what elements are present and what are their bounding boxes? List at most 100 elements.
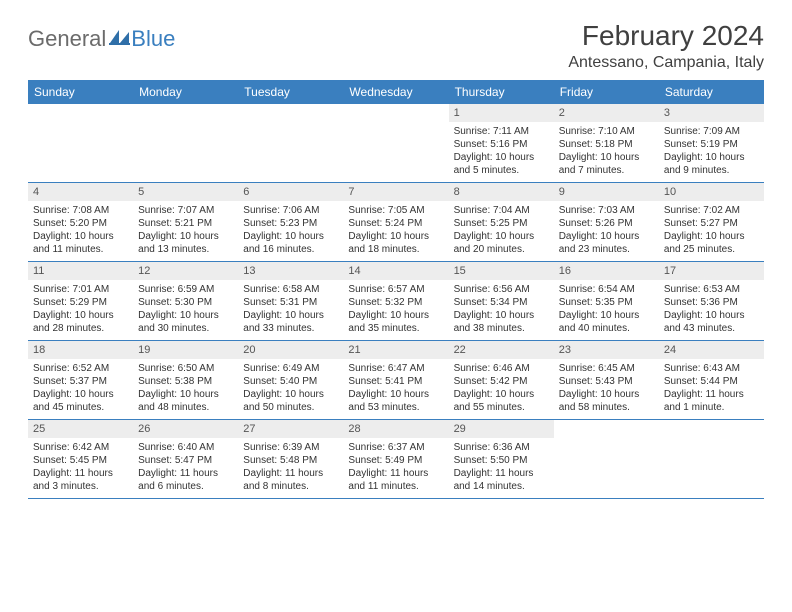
sunset-line: Sunset: 5:45 PM bbox=[33, 454, 128, 467]
day-number: 7 bbox=[343, 183, 448, 201]
day-number: 22 bbox=[449, 341, 554, 359]
day-content: Sunrise: 6:39 AMSunset: 5:48 PMDaylight:… bbox=[238, 438, 343, 497]
sunrise-line: Sunrise: 6:37 AM bbox=[348, 441, 443, 454]
calendar-day-cell: 3Sunrise: 7:09 AMSunset: 5:19 PMDaylight… bbox=[659, 104, 764, 182]
daylight-line: Daylight: 10 hours and 5 minutes. bbox=[454, 151, 549, 177]
day-content: Sunrise: 7:05 AMSunset: 5:24 PMDaylight:… bbox=[343, 201, 448, 260]
sunset-line: Sunset: 5:38 PM bbox=[138, 375, 233, 388]
daylight-line: Daylight: 10 hours and 13 minutes. bbox=[138, 230, 233, 256]
sunrise-line: Sunrise: 6:57 AM bbox=[348, 283, 443, 296]
day-content: Sunrise: 6:50 AMSunset: 5:38 PMDaylight:… bbox=[133, 359, 238, 418]
title-block: February 2024 Antessano, Campania, Italy bbox=[568, 20, 764, 72]
calendar-grid: SundayMondayTuesdayWednesdayThursdayFrid… bbox=[28, 80, 764, 499]
day-content: Sunrise: 7:08 AMSunset: 5:20 PMDaylight:… bbox=[28, 201, 133, 260]
sunrise-line: Sunrise: 7:05 AM bbox=[348, 204, 443, 217]
sunrise-line: Sunrise: 7:10 AM bbox=[559, 125, 654, 138]
day-content: Sunrise: 7:01 AMSunset: 5:29 PMDaylight:… bbox=[28, 280, 133, 339]
day-content: Sunrise: 6:42 AMSunset: 5:45 PMDaylight:… bbox=[28, 438, 133, 497]
sunrise-line: Sunrise: 6:49 AM bbox=[243, 362, 338, 375]
sunrise-line: Sunrise: 6:36 AM bbox=[454, 441, 549, 454]
sunrise-line: Sunrise: 6:39 AM bbox=[243, 441, 338, 454]
day-number: 28 bbox=[343, 420, 448, 438]
weekday-header: Monday bbox=[133, 80, 238, 104]
day-content: Sunrise: 6:57 AMSunset: 5:32 PMDaylight:… bbox=[343, 280, 448, 339]
day-content: Sunrise: 7:07 AMSunset: 5:21 PMDaylight:… bbox=[133, 201, 238, 260]
sunrise-line: Sunrise: 7:03 AM bbox=[559, 204, 654, 217]
sunrise-line: Sunrise: 6:43 AM bbox=[664, 362, 759, 375]
day-content: Sunrise: 6:49 AMSunset: 5:40 PMDaylight:… bbox=[238, 359, 343, 418]
header: General Blue February 2024 Antessano, Ca… bbox=[28, 20, 764, 72]
day-content: Sunrise: 6:40 AMSunset: 5:47 PMDaylight:… bbox=[133, 438, 238, 497]
logo-sail-icon bbox=[109, 26, 131, 52]
calendar-day-cell: 19Sunrise: 6:50 AMSunset: 5:38 PMDayligh… bbox=[133, 341, 238, 419]
sunrise-line: Sunrise: 6:54 AM bbox=[559, 283, 654, 296]
weekday-header: Tuesday bbox=[238, 80, 343, 104]
daylight-line: Daylight: 10 hours and 16 minutes. bbox=[243, 230, 338, 256]
calendar-day-cell: 10Sunrise: 7:02 AMSunset: 5:27 PMDayligh… bbox=[659, 183, 764, 261]
daylight-line: Daylight: 11 hours and 8 minutes. bbox=[243, 467, 338, 493]
day-number: 26 bbox=[133, 420, 238, 438]
calendar-day-cell: 28Sunrise: 6:37 AMSunset: 5:49 PMDayligh… bbox=[343, 420, 448, 498]
weekday-header: Saturday bbox=[659, 80, 764, 104]
sunset-line: Sunset: 5:29 PM bbox=[33, 296, 128, 309]
day-content: Sunrise: 6:45 AMSunset: 5:43 PMDaylight:… bbox=[554, 359, 659, 418]
sunset-line: Sunset: 5:42 PM bbox=[454, 375, 549, 388]
daylight-line: Daylight: 10 hours and 55 minutes. bbox=[454, 388, 549, 414]
sunset-line: Sunset: 5:43 PM bbox=[559, 375, 654, 388]
sunset-line: Sunset: 5:34 PM bbox=[454, 296, 549, 309]
sunset-line: Sunset: 5:26 PM bbox=[559, 217, 654, 230]
day-content: Sunrise: 6:58 AMSunset: 5:31 PMDaylight:… bbox=[238, 280, 343, 339]
daylight-line: Daylight: 10 hours and 50 minutes. bbox=[243, 388, 338, 414]
day-number: 10 bbox=[659, 183, 764, 201]
sunset-line: Sunset: 5:18 PM bbox=[559, 138, 654, 151]
day-content: Sunrise: 6:53 AMSunset: 5:36 PMDaylight:… bbox=[659, 280, 764, 339]
calendar-day-cell: 25Sunrise: 6:42 AMSunset: 5:45 PMDayligh… bbox=[28, 420, 133, 498]
day-number: 12 bbox=[133, 262, 238, 280]
day-number: 27 bbox=[238, 420, 343, 438]
day-number: 4 bbox=[28, 183, 133, 201]
daylight-line: Daylight: 10 hours and 33 minutes. bbox=[243, 309, 338, 335]
day-number: 1 bbox=[449, 104, 554, 122]
sunrise-line: Sunrise: 7:01 AM bbox=[33, 283, 128, 296]
sunset-line: Sunset: 5:44 PM bbox=[664, 375, 759, 388]
calendar-day-cell: 21Sunrise: 6:47 AMSunset: 5:41 PMDayligh… bbox=[343, 341, 448, 419]
day-content: Sunrise: 6:43 AMSunset: 5:44 PMDaylight:… bbox=[659, 359, 764, 418]
calendar-body: 1Sunrise: 7:11 AMSunset: 5:16 PMDaylight… bbox=[28, 104, 764, 499]
daylight-line: Daylight: 11 hours and 14 minutes. bbox=[454, 467, 549, 493]
day-content: Sunrise: 7:04 AMSunset: 5:25 PMDaylight:… bbox=[449, 201, 554, 260]
day-number: 2 bbox=[554, 104, 659, 122]
weekday-header: Sunday bbox=[28, 80, 133, 104]
day-content: Sunrise: 6:46 AMSunset: 5:42 PMDaylight:… bbox=[449, 359, 554, 418]
calendar-day-cell: 5Sunrise: 7:07 AMSunset: 5:21 PMDaylight… bbox=[133, 183, 238, 261]
day-number: 9 bbox=[554, 183, 659, 201]
calendar-day-cell: 23Sunrise: 6:45 AMSunset: 5:43 PMDayligh… bbox=[554, 341, 659, 419]
day-number: 19 bbox=[133, 341, 238, 359]
calendar-day-cell: 2Sunrise: 7:10 AMSunset: 5:18 PMDaylight… bbox=[554, 104, 659, 182]
calendar-day-cell bbox=[133, 104, 238, 182]
calendar-day-cell: 13Sunrise: 6:58 AMSunset: 5:31 PMDayligh… bbox=[238, 262, 343, 340]
calendar-day-cell bbox=[659, 420, 764, 498]
calendar-day-cell: 22Sunrise: 6:46 AMSunset: 5:42 PMDayligh… bbox=[449, 341, 554, 419]
calendar-day-cell: 26Sunrise: 6:40 AMSunset: 5:47 PMDayligh… bbox=[133, 420, 238, 498]
calendar-day-cell bbox=[343, 104, 448, 182]
day-number: 24 bbox=[659, 341, 764, 359]
daylight-line: Daylight: 10 hours and 45 minutes. bbox=[33, 388, 128, 414]
daylight-line: Daylight: 10 hours and 30 minutes. bbox=[138, 309, 233, 335]
daylight-line: Daylight: 10 hours and 28 minutes. bbox=[33, 309, 128, 335]
day-content: Sunrise: 6:59 AMSunset: 5:30 PMDaylight:… bbox=[133, 280, 238, 339]
day-content: Sunrise: 7:09 AMSunset: 5:19 PMDaylight:… bbox=[659, 122, 764, 181]
sunrise-line: Sunrise: 7:02 AM bbox=[664, 204, 759, 217]
sunset-line: Sunset: 5:40 PM bbox=[243, 375, 338, 388]
day-content: Sunrise: 7:03 AMSunset: 5:26 PMDaylight:… bbox=[554, 201, 659, 260]
day-content: Sunrise: 6:52 AMSunset: 5:37 PMDaylight:… bbox=[28, 359, 133, 418]
sunrise-line: Sunrise: 7:08 AM bbox=[33, 204, 128, 217]
daylight-line: Daylight: 11 hours and 3 minutes. bbox=[33, 467, 128, 493]
calendar-day-cell: 8Sunrise: 7:04 AMSunset: 5:25 PMDaylight… bbox=[449, 183, 554, 261]
day-number: 8 bbox=[449, 183, 554, 201]
sunset-line: Sunset: 5:24 PM bbox=[348, 217, 443, 230]
sunset-line: Sunset: 5:21 PM bbox=[138, 217, 233, 230]
sunset-line: Sunset: 5:30 PM bbox=[138, 296, 233, 309]
sunset-line: Sunset: 5:23 PM bbox=[243, 217, 338, 230]
day-content: Sunrise: 7:11 AMSunset: 5:16 PMDaylight:… bbox=[449, 122, 554, 181]
daylight-line: Daylight: 10 hours and 38 minutes. bbox=[454, 309, 549, 335]
